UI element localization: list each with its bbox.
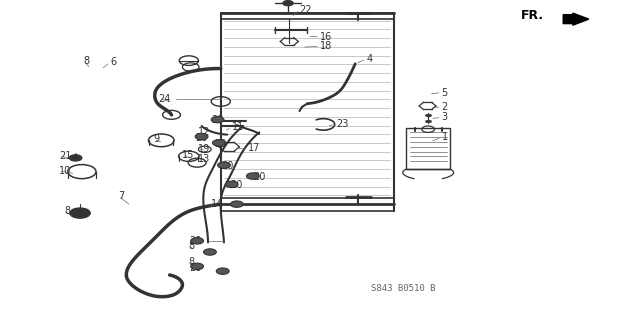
Text: 10: 10 — [59, 166, 71, 176]
Text: 8: 8 — [189, 256, 195, 267]
Text: 11: 11 — [232, 122, 244, 132]
Text: 16: 16 — [320, 32, 332, 42]
Text: FR.: FR. — [521, 10, 544, 22]
FancyArrow shape — [563, 13, 589, 25]
Circle shape — [69, 155, 82, 161]
Text: 24: 24 — [159, 94, 171, 104]
Text: 20: 20 — [189, 236, 201, 246]
Circle shape — [70, 208, 90, 218]
Circle shape — [246, 173, 259, 179]
Text: 1: 1 — [442, 132, 448, 142]
Text: 20: 20 — [230, 180, 243, 190]
Text: 20: 20 — [195, 133, 207, 143]
Text: 4: 4 — [366, 54, 372, 64]
Text: 14: 14 — [211, 199, 223, 209]
Circle shape — [284, 1, 292, 5]
Text: 18: 18 — [320, 41, 332, 51]
Text: 17: 17 — [248, 143, 260, 153]
Text: 9: 9 — [154, 134, 160, 144]
Text: 8: 8 — [83, 56, 90, 66]
Circle shape — [204, 249, 216, 255]
Bar — [221, 13, 394, 211]
Text: 20: 20 — [253, 172, 265, 182]
Text: 20: 20 — [211, 115, 223, 125]
Text: 22: 22 — [300, 4, 312, 15]
Text: 8: 8 — [64, 205, 70, 216]
Text: 12: 12 — [198, 127, 211, 137]
Text: S843 B0510 B: S843 B0510 B — [371, 285, 436, 293]
Text: 19: 19 — [198, 144, 211, 154]
Text: 20: 20 — [189, 263, 201, 273]
Text: 21: 21 — [59, 151, 71, 161]
Text: 23: 23 — [336, 119, 348, 130]
Text: 3: 3 — [442, 112, 448, 122]
Text: 2: 2 — [442, 102, 448, 112]
Circle shape — [230, 201, 243, 207]
Text: 20: 20 — [214, 138, 227, 149]
Circle shape — [191, 263, 204, 270]
Circle shape — [225, 181, 238, 188]
Text: 6: 6 — [110, 57, 116, 67]
Circle shape — [211, 116, 224, 123]
Text: 5: 5 — [442, 87, 448, 98]
Circle shape — [216, 268, 229, 274]
Text: 15: 15 — [182, 150, 195, 160]
Circle shape — [283, 1, 293, 6]
Text: 8: 8 — [189, 241, 195, 251]
Text: 20: 20 — [221, 161, 233, 171]
Circle shape — [218, 162, 230, 168]
Circle shape — [195, 133, 208, 140]
Circle shape — [212, 140, 225, 146]
Text: 13: 13 — [198, 154, 211, 165]
Circle shape — [191, 238, 204, 244]
Text: 7: 7 — [118, 191, 125, 201]
Bar — [406, 128, 450, 169]
